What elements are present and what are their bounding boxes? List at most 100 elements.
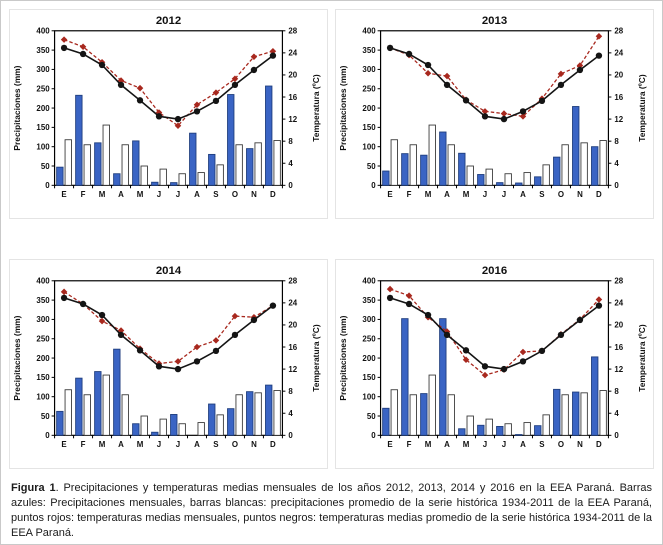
bar-historic-precip [235, 394, 243, 436]
right-tick-label: 28 [288, 277, 297, 286]
bar-monthly-precip [591, 356, 599, 436]
black-circle-marker [231, 331, 239, 339]
month-label: E [387, 190, 392, 199]
black-circle-marker [443, 81, 451, 89]
month-label: A [118, 440, 124, 449]
black-circle-marker [557, 81, 565, 89]
bars [382, 318, 607, 436]
month-label: O [558, 190, 564, 199]
chart-svg-2014: 2014 0 50 100 150 200 250 300 350 400 0 4 8 12 16 20 24 2… [12, 265, 321, 449]
chart-svg-2016: 2016 0 50 100 150 200 250 300 350 400 0 4 8 12 16 20 24 2… [338, 265, 647, 449]
red-diamond-marker [424, 70, 432, 77]
month-label: F [407, 190, 412, 199]
red-diamond-marker [117, 327, 125, 334]
bar-historic-precip [580, 392, 588, 436]
bar-historic-precip [197, 422, 205, 436]
bar-monthly-precip [477, 424, 485, 436]
bar-monthly-precip [553, 388, 561, 436]
left-tick-label: 0 [45, 181, 50, 190]
bar-monthly-precip [591, 146, 599, 186]
right-axis-title: Temperatura (ºC) [637, 324, 647, 392]
black-circle-marker [462, 97, 470, 104]
bar-monthly-precip [439, 131, 447, 186]
black-circle-marker [424, 61, 432, 69]
black-circle-marker [136, 97, 144, 104]
bar-monthly-precip [496, 425, 504, 436]
bar-monthly-precip [246, 148, 254, 186]
left-tick-label: 100 [362, 142, 376, 151]
bar-monthly-precip [420, 154, 428, 186]
bar-monthly-precip [439, 318, 447, 436]
left-tick-label: 50 [367, 412, 376, 421]
black-circle-marker [576, 66, 584, 74]
bar-historic-precip [216, 414, 224, 436]
figure-caption-label: Figura 1 [11, 482, 56, 494]
month-label: S [213, 440, 218, 449]
right-tick-label: 12 [614, 115, 623, 124]
bar-monthly-precip [227, 408, 235, 436]
month-label: S [539, 440, 544, 449]
charts-grid: 2012 0 50 100 150 200 250 300 350 400 0 4 8 12 16 20 24 2… [1, 1, 662, 469]
bar-monthly-precip [458, 428, 466, 436]
right-tick-label: 16 [288, 93, 297, 102]
black-circle-marker [538, 347, 546, 355]
month-label: M [463, 440, 470, 449]
chart-title: 2012 [156, 15, 181, 27]
month-label: S [539, 190, 544, 199]
left-tick-label: 400 [36, 27, 50, 36]
bar-historic-precip [159, 418, 167, 436]
black-circle-marker [557, 331, 565, 339]
bars [56, 85, 281, 186]
month-label: E [387, 440, 392, 449]
bar-historic-precip [178, 423, 186, 436]
bar-monthly-precip [534, 176, 542, 186]
left-tick-label: 50 [41, 412, 50, 421]
bar-historic-precip [83, 394, 91, 436]
chart-2016: 2016 0 50 100 150 200 250 300 350 400 0 4 8 12 16 20 24 2… [335, 259, 654, 469]
red-diamond-marker [519, 348, 527, 356]
month-label: N [577, 190, 583, 199]
month-label: D [596, 440, 602, 449]
right-tick-label: 28 [614, 27, 623, 36]
bar-monthly-precip [113, 348, 121, 436]
black-circle-marker [117, 331, 125, 339]
bar-historic-precip [447, 394, 455, 436]
bar-monthly-precip [534, 425, 542, 436]
month-label: F [81, 190, 86, 199]
bar-historic-precip [580, 142, 588, 186]
left-tick-label: 150 [36, 373, 50, 382]
black-circle-marker [500, 365, 508, 373]
right-tick-label: 24 [614, 49, 623, 58]
left-tick-label: 150 [362, 123, 376, 132]
black-circle-marker [155, 113, 163, 120]
bar-historic-precip [542, 164, 550, 186]
month-label: N [251, 190, 257, 199]
left-tick-label: 350 [362, 296, 376, 305]
red-diamond-marker [595, 296, 603, 303]
right-tick-label: 0 [288, 431, 293, 440]
bar-monthly-precip [132, 140, 140, 186]
bar-historic-precip [466, 415, 474, 436]
left-axis-title: Precipitaciones (mm) [338, 315, 348, 400]
month-label: D [270, 440, 276, 449]
bar-monthly-precip [113, 173, 121, 186]
month-label: J [157, 190, 161, 199]
black-circle-marker [481, 113, 489, 120]
red-diamond-marker [60, 36, 68, 43]
line-monthly-temp [386, 33, 603, 120]
left-tick-label: 200 [362, 104, 376, 113]
black-circle-marker [250, 66, 258, 74]
figure-caption-text: . Precipitaciones y temperaturas medias … [11, 482, 652, 539]
month-label: J [483, 190, 487, 199]
month-label: A [194, 190, 200, 199]
black-circle-marker [155, 363, 163, 370]
bar-historic-precip [409, 144, 417, 186]
red-diamond-marker [595, 33, 603, 40]
bar-monthly-precip [75, 377, 83, 436]
month-label: E [61, 190, 66, 199]
bar-historic-precip [409, 394, 417, 436]
bar-historic-precip [102, 374, 110, 436]
black-circle-marker [212, 97, 220, 105]
red-diamond-marker [98, 317, 106, 325]
month-label: S [213, 190, 218, 199]
